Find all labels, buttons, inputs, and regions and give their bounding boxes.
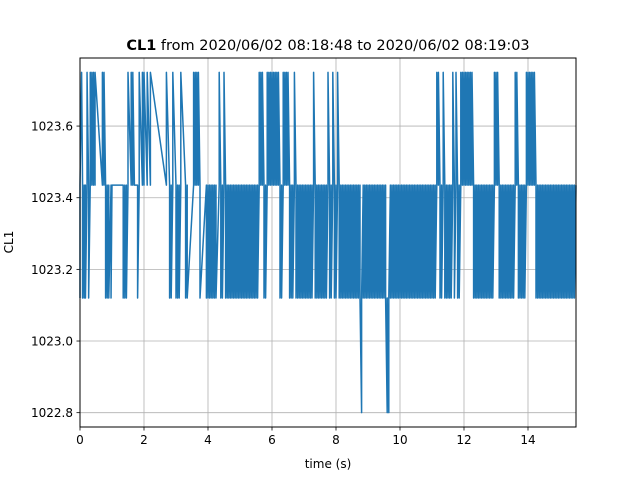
x-tick-label: 6 bbox=[268, 433, 276, 447]
y-axis-ticks: 1022.8 1023.0 1023.2 1023.4 1023.6 bbox=[31, 120, 80, 420]
x-axis-ticks: 0 2 4 6 8 10 12 14 bbox=[76, 427, 536, 447]
x-tick-label: 12 bbox=[456, 433, 471, 447]
y-tick-label: 1023.2 bbox=[31, 263, 73, 277]
x-tick-label: 10 bbox=[392, 433, 407, 447]
chart-title-bold: CL1 bbox=[126, 38, 156, 54]
chart-title-rest: from 2020/06/02 08:18:48 to 2020/06/02 0… bbox=[156, 38, 529, 54]
x-tick-label: 0 bbox=[76, 433, 84, 447]
x-tick-label: 8 bbox=[332, 433, 340, 447]
y-axis-label: CL1 bbox=[2, 231, 16, 254]
x-tick-label: 2 bbox=[140, 433, 148, 447]
x-tick-label: 4 bbox=[204, 433, 212, 447]
y-tick-label: 1023.0 bbox=[31, 335, 73, 349]
y-tick-label: 1023.4 bbox=[31, 191, 73, 205]
series-line-cl1 bbox=[79, 71, 577, 414]
y-tick-label: 1022.8 bbox=[31, 406, 73, 420]
x-tick-label: 14 bbox=[520, 433, 535, 447]
chart-title: CL1 from 2020/06/02 08:18:48 to 2020/06/… bbox=[126, 38, 529, 54]
plot-frame bbox=[79, 57, 577, 428]
x-axis-label: time (s) bbox=[305, 457, 352, 471]
y-tick-label: 1023.6 bbox=[31, 120, 73, 134]
